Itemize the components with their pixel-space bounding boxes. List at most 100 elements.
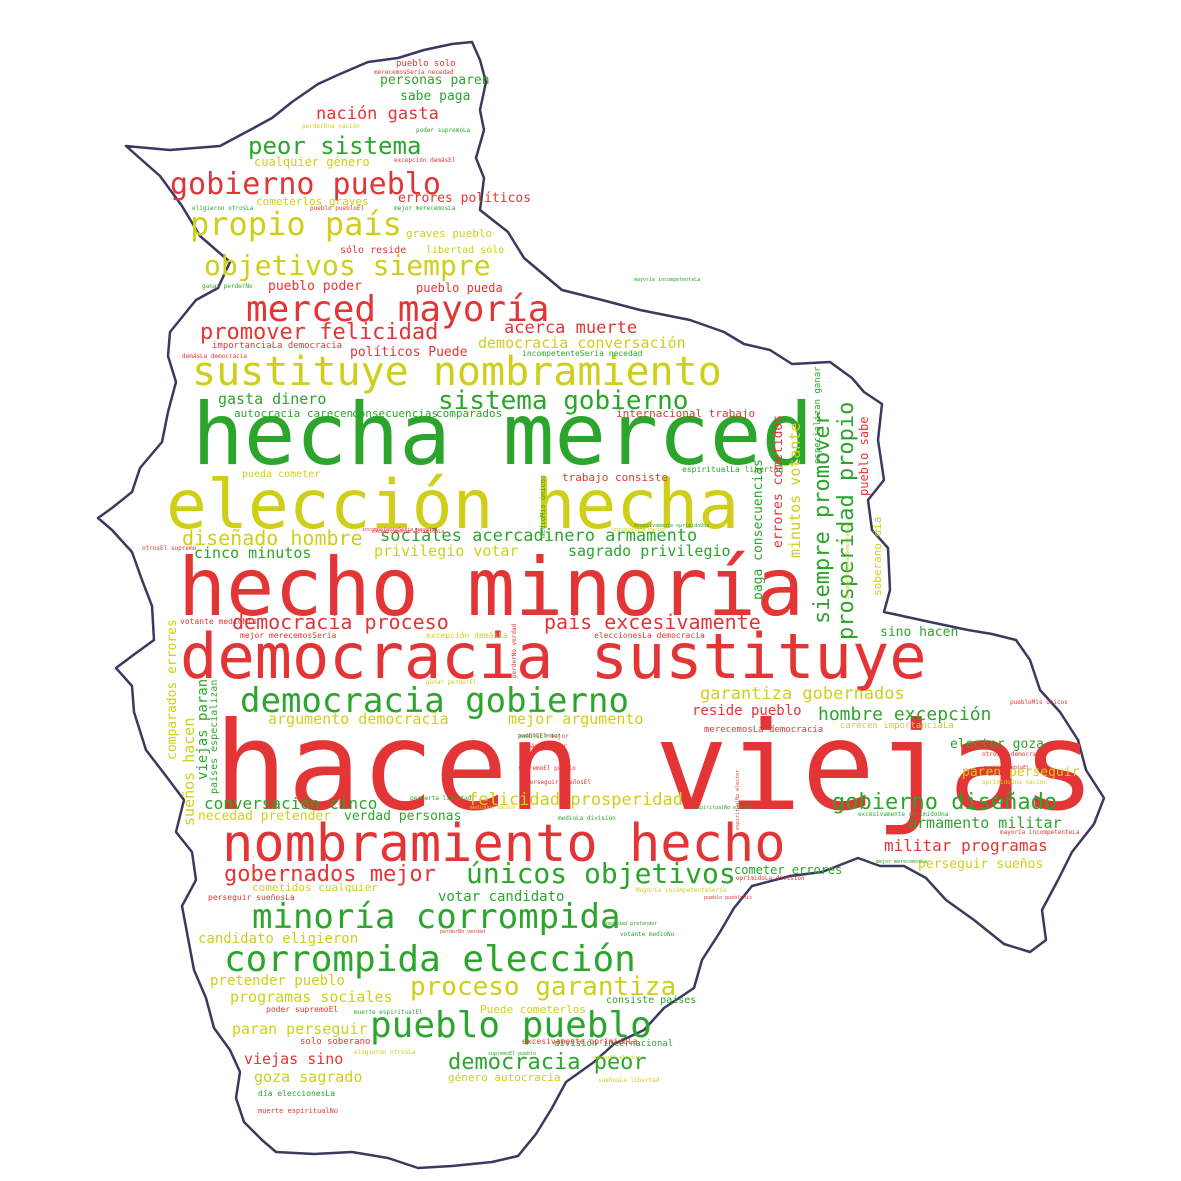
word-medio-mis-unicos: medioMis únicos <box>539 474 547 538</box>
word-soberano-dia: soberano día <box>871 516 884 596</box>
word-poder-supremo-el: poder supremoEl <box>266 1005 339 1014</box>
word-incompetente-la-democracia: incompetenteLa democracia <box>845 524 851 600</box>
word-necedad-pretender: necedad pretender <box>198 809 332 824</box>
word-pretender-pueblo: pretender pueblo <box>210 973 345 989</box>
word-incompetente-seria-necedad: incompetenteSería necedad <box>522 349 643 358</box>
word-importancia-la-democracia: importanciaLa democracia <box>212 341 343 351</box>
word-proceso-garantiza: proceso garantiza <box>410 972 677 1002</box>
word-viejas-sino: viejas sino <box>244 1050 344 1068</box>
word-excesivamente-oprimido-una-2: excesivamente oprimidoUna <box>634 523 710 529</box>
word-cinco-minutos: cinco minutos <box>194 544 312 562</box>
word-mayoria-incompetente-seria: Mayoría incompetenteSería <box>636 887 727 894</box>
word-suenos-el-elector: sueñosEl elector <box>592 1055 641 1061</box>
word-pueblo-poder: pueblo poder <box>268 279 362 294</box>
word-sagrado-privilegio: sagrado privilegio <box>568 542 731 560</box>
word-merecemos-seria-necedad: merecemosSería necedad <box>374 69 454 76</box>
word-democracia-conversacion: democracia conversación <box>478 334 686 352</box>
country-outline <box>96 40 1106 1170</box>
word-merecemos-la-democracia: merecemosLa democracia <box>704 725 824 735</box>
word-votante-medio-no: votante medioNo <box>620 931 675 938</box>
word-democracia-proceso: democracia proceso <box>232 610 449 634</box>
word-sino-hacen: sino hacen <box>880 625 959 640</box>
word-pueblo-el-mejor-2: puebloEl mejor <box>518 733 561 739</box>
word-oprimido-la-division: oprimidoLa división <box>736 875 805 882</box>
word-division-internacional: división internacional <box>554 1039 674 1049</box>
word-excesivamente-oprimido-la-2: excesivamente oprimidoLa <box>372 529 445 535</box>
word-disenado-hombre: diseñado hombre <box>182 526 363 550</box>
word-eleccion-hecha: elección hecha <box>166 466 740 545</box>
word-muerte-espiritual-no: muerte espiritualNo <box>258 1107 339 1115</box>
word-sociales-acercadinero-armamento: sociales acercadinero armamento <box>380 526 698 546</box>
word-eligieron-otros-la-2: eligieron otrosLa <box>354 1049 416 1056</box>
word-dia-elecciones-la: día eleccionesLa <box>258 1089 336 1098</box>
word-elecciones-la-democracia: eleccionesLa democracia <box>594 631 705 640</box>
word-unicos-objetivos: únicos objetivos <box>466 857 736 890</box>
word-trabajo-consiste: trabajo consiste <box>562 471 668 484</box>
word-minutos-votante: minutos votante <box>786 422 804 558</box>
word-pueblo-solo: pueblo solo <box>396 59 456 69</box>
word-genero-autocracia: género autocracia <box>448 1071 561 1084</box>
word-demas-el-mejor: demásEl mejor <box>520 743 567 750</box>
word-perder-no-verdad: perderNo verdad <box>511 623 518 678</box>
word-reside-pueblo: reside pueblo <box>692 703 802 719</box>
word-libertad-solo: libertad sólo <box>426 245 505 256</box>
word-demas-la-democracia: demásLa democracia <box>182 353 248 360</box>
word-elector-goza: elector goza <box>950 737 1044 752</box>
word-oprimido-una-nacion-2: oprimidoUna nación <box>612 527 667 533</box>
word-privilegio-votar: privilegio votar <box>374 542 519 560</box>
word-pueblo-pueblo: pueblo pueblo <box>370 1005 652 1046</box>
word-mejor-merecemos-la: mejor merecemosLa <box>394 205 456 212</box>
word-necedad-pretender-2: necedad pretender <box>606 921 658 927</box>
word-solo-soberano: solo soberano <box>300 1037 371 1047</box>
word-eligieron-otros-la: eligieron otrosLa <box>192 205 254 212</box>
word-sustituye-nombramiento: sustituye nombramiento <box>192 349 722 395</box>
word-suenos-la-libertad: sueñosLa libertad <box>598 1077 660 1084</box>
word-programas-sociales: programas sociales <box>230 988 393 1006</box>
word-democracia-peor: democracia peor <box>448 1050 647 1075</box>
word-militar-programas: militar programas <box>884 836 1048 855</box>
word-candidato-eligieron: candidato eligieron <box>198 931 359 947</box>
word-democracia-gobierno: democracia gobierno <box>240 681 629 721</box>
word-gobierno-pueblo: gobierno pueblo <box>170 167 441 202</box>
word-especializan-ganar: especializan ganar <box>813 366 823 464</box>
word-argumento-democracia: argumento democracia <box>268 710 449 728</box>
word-pueblo-pueblo-mis: pueblo puebloMis <box>704 895 753 901</box>
word-pueblo-sabe: pueblo sabe <box>857 416 871 496</box>
word-internacional-trabajo: internacional trabajo <box>616 407 756 420</box>
word-minoria-corrompida: minoría corrompida <box>252 897 621 937</box>
word-sistema-gobierno: sistema gobierno <box>438 386 689 416</box>
word-goza-sagrado: goza sagrado <box>254 1068 363 1086</box>
word-votante-medio-mis: votante medioMis <box>180 617 258 626</box>
word-espiritual-la-libertad: espiritualLa libertad <box>682 465 784 474</box>
word-mejor-merecemos-seria: mejor merecemosSería <box>240 631 337 640</box>
word-excepcion-demas-el: excepción demásEl <box>394 157 456 164</box>
word-pueda-cometer: pueda cometer <box>242 469 321 480</box>
word-comparados: comparados <box>436 407 503 420</box>
word-pueblo-pueda: pueblo pueda <box>416 281 503 295</box>
word-politicos-puede: políticos Puede <box>350 345 468 360</box>
word-personas-paren: personas paren <box>380 73 490 88</box>
word-excepcion-demas-la: excepción demásLa <box>426 631 508 640</box>
word-perder-no-verdad-2: perderNo verdad <box>440 929 486 935</box>
word-otros-el-supremo: otrosEl supremo <box>142 545 197 552</box>
word-supremo-el-pueblo: supremoEl pueblo <box>518 765 576 772</box>
word-garantiza-gobernados: garantiza gobernados <box>700 684 905 704</box>
word-gobernados-mejor: gobernados mejor <box>224 862 436 887</box>
word-pueblo-mis-unicos: puebloMis únicos <box>1010 699 1068 706</box>
word-perseguir-suenos-el: perseguir sueñosEl <box>526 779 592 786</box>
word-mayoria-incompetente-la-2: mayoría incompetenteLa <box>634 277 701 283</box>
word-mejor-merecemos-la-2: mejor merecemosLa <box>876 859 928 865</box>
word-muerte-espiritual-el: muerte espiritualEl <box>354 1009 423 1016</box>
word-permerta-libertad: permerta libertad <box>410 795 472 802</box>
word-perseguir-suenos: perseguir sueños <box>918 857 1044 872</box>
word-ganar-perder-el: ganar perderEl <box>426 679 477 686</box>
word-puede-cometerlos: Puede cometerlos <box>480 1003 586 1016</box>
word-nacion-gasta: nación gasta <box>316 104 439 124</box>
word-conversacion-cinco: conversación cinco <box>204 794 378 813</box>
word-carecen-importancia-la: carecen importanciaLa <box>840 721 954 731</box>
word-cualquier-genero: cualquier género <box>254 155 370 169</box>
word-hecha-merced: hecha merced <box>192 385 814 485</box>
word-pueblo-pueblo-el: pueblo puebloEl <box>310 205 365 212</box>
word-errores-cometidos: errores cometidos <box>771 414 786 548</box>
word-medio-una-nacion: medioUna nación <box>470 805 516 811</box>
